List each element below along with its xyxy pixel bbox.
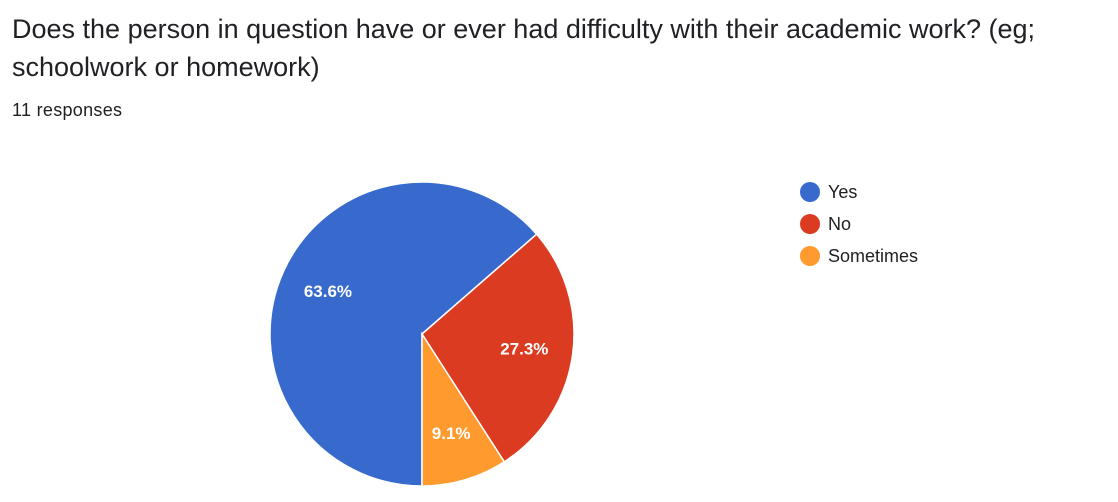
- legend-label-yes: Yes: [828, 182, 857, 202]
- legend-label-sometimes: Sometimes: [828, 246, 918, 266]
- slice-label-sometimes: 9.1%: [432, 424, 471, 443]
- pie-slice-yes[interactable]: [269, 181, 538, 487]
- legend-label-no: No: [828, 214, 851, 234]
- legend-item-no[interactable]: No: [800, 214, 851, 234]
- chart-legend: Yes No Sometimes: [800, 182, 918, 266]
- legend-item-yes[interactable]: Yes: [800, 182, 857, 202]
- legend-item-sometimes[interactable]: Sometimes: [800, 246, 918, 266]
- slice-label-no: 27.3%: [500, 340, 548, 359]
- legend-swatch-no: [800, 214, 820, 234]
- response-count: 11 responses: [12, 100, 123, 120]
- question-title: Does the person in question have or ever…: [12, 14, 1036, 82]
- legend-swatch-sometimes: [800, 246, 820, 266]
- pie-slice-no[interactable]: [421, 233, 575, 463]
- pie-slice-sometimes[interactable]: [421, 331, 506, 487]
- slice-label-yes: 63.6%: [304, 282, 352, 301]
- legend-swatch-yes: [800, 182, 820, 202]
